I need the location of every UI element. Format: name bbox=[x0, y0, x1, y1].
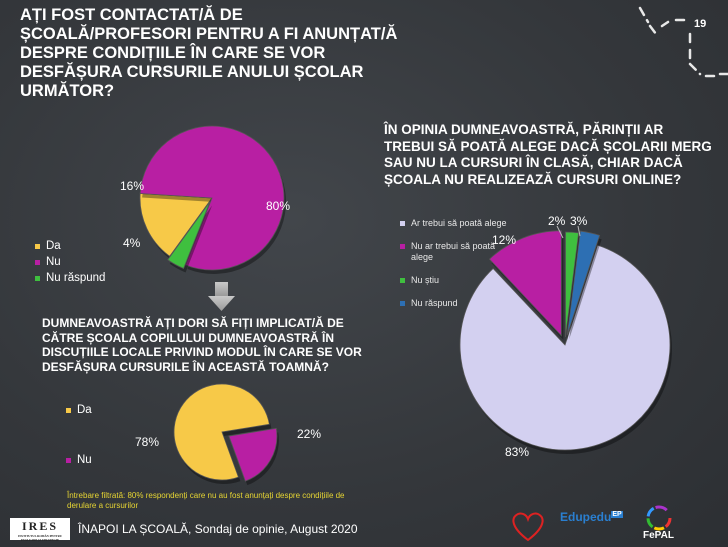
pie1-slice-nu bbox=[139, 125, 285, 271]
pie3-label-ar: 83% bbox=[505, 445, 530, 459]
pie1-label-nu: 80% bbox=[266, 199, 291, 213]
chalk-decoration bbox=[638, 6, 728, 78]
fepal-logo-icon bbox=[646, 505, 672, 531]
edupedu-logo: EdupeduEP bbox=[560, 510, 623, 524]
pie2-slice-nu bbox=[228, 427, 278, 482]
pie3-slice-nu-știu bbox=[565, 231, 580, 338]
page-number: 19 bbox=[694, 18, 707, 30]
pie1-slice-da bbox=[139, 193, 213, 257]
pie3-label-nu-ar: 12% bbox=[492, 233, 517, 247]
legend-swatch-nr bbox=[400, 301, 405, 306]
heart-logo-icon bbox=[512, 512, 544, 542]
legend-label: Nu bbox=[46, 256, 61, 268]
pie-chart-1 bbox=[139, 125, 286, 274]
legend-label: Nu răspund bbox=[411, 298, 458, 308]
pie3-slice-ar-trebui-să-poată-alege bbox=[459, 244, 671, 451]
pie2-legend: Da Nu bbox=[66, 404, 92, 470]
pie-chart-3 bbox=[459, 230, 673, 455]
filter-note: Întrebare filtrată: 80% respondenți care… bbox=[67, 491, 345, 510]
footer-survey-title: ÎNAPOI LA ȘCOALĂ, Sondaj de opinie, Augu… bbox=[78, 522, 358, 536]
chart1-title: AȚI FOST CONTACTAT/Ă DE ȘCOALĂ/PROFESORI… bbox=[20, 6, 398, 100]
legend-swatch-nu bbox=[35, 259, 40, 265]
legend-label: Nu ar trebui să poată alege bbox=[411, 241, 496, 262]
pie2-label-nu: 22% bbox=[297, 427, 322, 441]
chart2-title: DUMNEAVOASTRĂ AȚI DORI SĂ FIȚI IMPLICAT/… bbox=[42, 316, 362, 374]
fepal-logo-text: FePAL bbox=[643, 530, 674, 541]
pie3-label-nr: 3% bbox=[570, 214, 588, 228]
pie3-slice-shadow-3 bbox=[569, 235, 602, 340]
pie3-slice-nu-răspund bbox=[566, 230, 601, 336]
legend-label: Da bbox=[77, 404, 92, 416]
legend-label: Ar trebui să poată alege bbox=[411, 218, 507, 228]
pie1-label-nr: 4% bbox=[123, 236, 141, 250]
legend-swatch-da bbox=[35, 243, 40, 249]
chart3-title: ÎN OPINIA DUMNEAVOASTRĂ, PĂRINȚII AR TRE… bbox=[384, 122, 712, 187]
pie2-label-da: 78% bbox=[135, 435, 160, 449]
legend-swatch-nu-ar bbox=[400, 244, 405, 249]
legend-label: Nu bbox=[77, 454, 92, 466]
ires-logo-subtext: INSTITUTUL ROMÂN PENTRU EVALUARE ȘI STRA… bbox=[18, 534, 62, 542]
legend-label: Da bbox=[46, 240, 61, 252]
ires-logo-text: IRES bbox=[21, 519, 58, 533]
ires-logo: IRES INSTITUTUL ROMÂN PENTRU EVALUARE ȘI … bbox=[10, 518, 70, 542]
pie3-legend: Ar trebui să poată alege Nu ar trebui să… bbox=[400, 218, 510, 321]
pie3-leader-lines bbox=[556, 225, 581, 239]
legend-swatch-nustiu bbox=[400, 278, 405, 283]
pie2-slice-da bbox=[173, 383, 270, 481]
legend-label: Nu știu bbox=[411, 275, 440, 285]
legend-swatch-nr bbox=[35, 275, 40, 281]
pie3-label-nustiu: 2% bbox=[548, 214, 566, 228]
pie1-label-da: 16% bbox=[120, 179, 145, 193]
pie1-legend: Da Nu Nu răspund bbox=[35, 240, 105, 288]
legend-swatch-nu bbox=[66, 457, 71, 463]
legend-label: Nu răspund bbox=[46, 272, 106, 284]
pie1-slice-nu-răspund bbox=[167, 201, 211, 269]
pie3-slice-nu-ar-trebui-să-poată-alege bbox=[488, 230, 562, 337]
down-arrow-icon bbox=[208, 282, 235, 311]
pie-chart-2 bbox=[173, 383, 279, 486]
legend-swatch-da bbox=[66, 407, 71, 413]
legend-swatch-ar bbox=[400, 221, 405, 226]
